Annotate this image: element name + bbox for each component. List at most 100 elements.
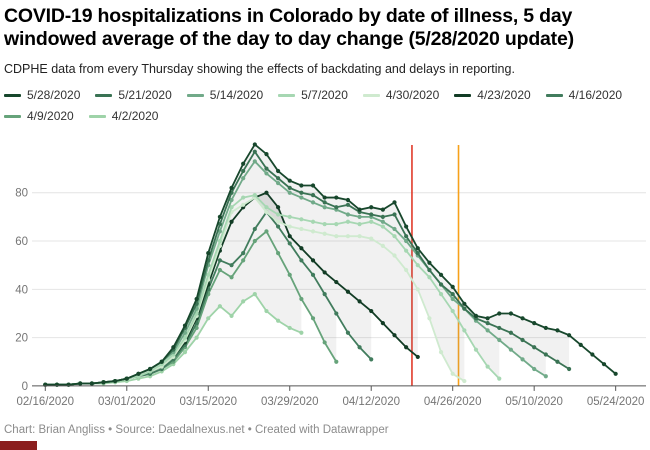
data-point[interactable] <box>345 197 351 203</box>
data-point[interactable] <box>404 234 409 239</box>
data-point[interactable] <box>532 366 537 372</box>
data-point[interactable] <box>392 253 397 258</box>
data-point[interactable] <box>462 328 467 333</box>
data-point[interactable] <box>182 335 188 340</box>
data-point[interactable] <box>78 381 83 386</box>
data-point[interactable] <box>497 337 502 343</box>
data-point[interactable] <box>264 205 269 210</box>
data-point[interactable] <box>497 376 502 381</box>
data-point[interactable] <box>567 333 572 338</box>
data-point[interactable] <box>369 212 374 217</box>
data-point[interactable] <box>508 330 513 335</box>
data-point[interactable] <box>276 224 281 229</box>
data-point[interactable] <box>264 166 269 171</box>
data-point[interactable] <box>334 222 339 227</box>
data-point[interactable] <box>345 330 351 335</box>
data-point[interactable] <box>310 193 316 198</box>
data-point[interactable] <box>276 168 281 174</box>
data-point[interactable] <box>427 267 432 273</box>
data-point[interactable] <box>613 371 618 376</box>
data-point[interactable] <box>357 299 362 304</box>
data-point[interactable] <box>299 195 304 200</box>
data-point[interactable] <box>473 347 479 352</box>
data-point[interactable] <box>276 219 281 224</box>
data-point[interactable] <box>345 289 351 294</box>
data-point[interactable] <box>217 238 222 244</box>
data-point[interactable] <box>543 374 548 379</box>
data-point[interactable] <box>252 142 257 147</box>
data-point[interactable] <box>310 219 316 224</box>
data-point[interactable] <box>322 292 327 297</box>
data-point[interactable] <box>427 316 432 321</box>
data-point[interactable] <box>113 378 118 384</box>
data-point[interactable] <box>345 212 351 217</box>
data-point[interactable] <box>345 202 351 207</box>
data-point[interactable] <box>462 301 467 306</box>
data-point[interactable] <box>415 251 420 256</box>
data-point[interactable] <box>438 282 444 287</box>
data-point[interactable] <box>322 231 327 236</box>
data-point[interactable] <box>543 325 548 331</box>
data-point[interactable] <box>380 207 385 212</box>
data-point[interactable] <box>334 234 339 239</box>
data-point[interactable] <box>357 234 362 239</box>
data-point[interactable] <box>567 366 572 372</box>
data-point[interactable] <box>450 284 455 290</box>
data-point[interactable] <box>264 171 269 176</box>
data-point[interactable] <box>299 190 304 195</box>
data-point[interactable] <box>276 251 281 256</box>
data-point[interactable] <box>473 313 479 318</box>
data-point[interactable] <box>520 316 525 321</box>
data-point[interactable] <box>555 359 560 364</box>
data-point[interactable] <box>310 316 316 321</box>
data-point[interactable] <box>287 234 292 239</box>
data-point[interactable] <box>136 371 141 376</box>
data-point[interactable] <box>159 359 164 364</box>
data-point[interactable] <box>310 272 316 277</box>
data-point[interactable] <box>334 195 339 200</box>
data-point[interactable] <box>357 222 362 227</box>
data-point[interactable] <box>404 224 409 229</box>
data-point[interactable] <box>404 267 409 273</box>
data-point[interactable] <box>450 296 455 302</box>
data-point[interactable] <box>276 180 281 186</box>
data-point[interactable] <box>438 272 444 277</box>
data-point[interactable] <box>345 219 351 224</box>
data-point[interactable] <box>404 238 409 244</box>
data-point[interactable] <box>229 275 234 280</box>
data-point[interactable] <box>310 258 316 263</box>
data-point[interactable] <box>182 323 188 328</box>
data-point[interactable] <box>264 190 269 195</box>
series-line[interactable] <box>45 143 617 386</box>
data-point[interactable] <box>276 176 281 181</box>
data-point[interactable] <box>182 349 188 355</box>
data-point[interactable] <box>601 362 607 367</box>
data-point[interactable] <box>392 212 397 217</box>
data-point[interactable] <box>508 347 513 352</box>
data-point[interactable] <box>264 308 269 314</box>
data-point[interactable] <box>241 176 246 181</box>
data-point[interactable] <box>427 275 432 280</box>
data-point[interactable] <box>276 205 281 210</box>
series-5-28-2020[interactable] <box>43 142 618 387</box>
data-point[interactable] <box>194 296 199 302</box>
data-point[interactable] <box>229 197 234 203</box>
data-point[interactable] <box>427 260 432 265</box>
data-point[interactable] <box>380 214 385 219</box>
data-point[interactable] <box>462 306 467 311</box>
data-point[interactable] <box>369 308 374 314</box>
data-point[interactable] <box>369 236 374 241</box>
data-point[interactable] <box>124 376 129 381</box>
data-point[interactable] <box>520 357 525 362</box>
data-point[interactable] <box>299 226 304 232</box>
data-point[interactable] <box>578 342 583 347</box>
data-point[interactable] <box>287 325 292 331</box>
data-point[interactable] <box>322 205 327 210</box>
series-line[interactable] <box>45 292 302 386</box>
data-point[interactable] <box>217 214 222 219</box>
data-point[interactable] <box>217 304 222 309</box>
data-point[interactable] <box>392 226 397 232</box>
data-point[interactable] <box>310 200 316 205</box>
data-point[interactable] <box>287 272 292 277</box>
data-point[interactable] <box>206 316 211 321</box>
